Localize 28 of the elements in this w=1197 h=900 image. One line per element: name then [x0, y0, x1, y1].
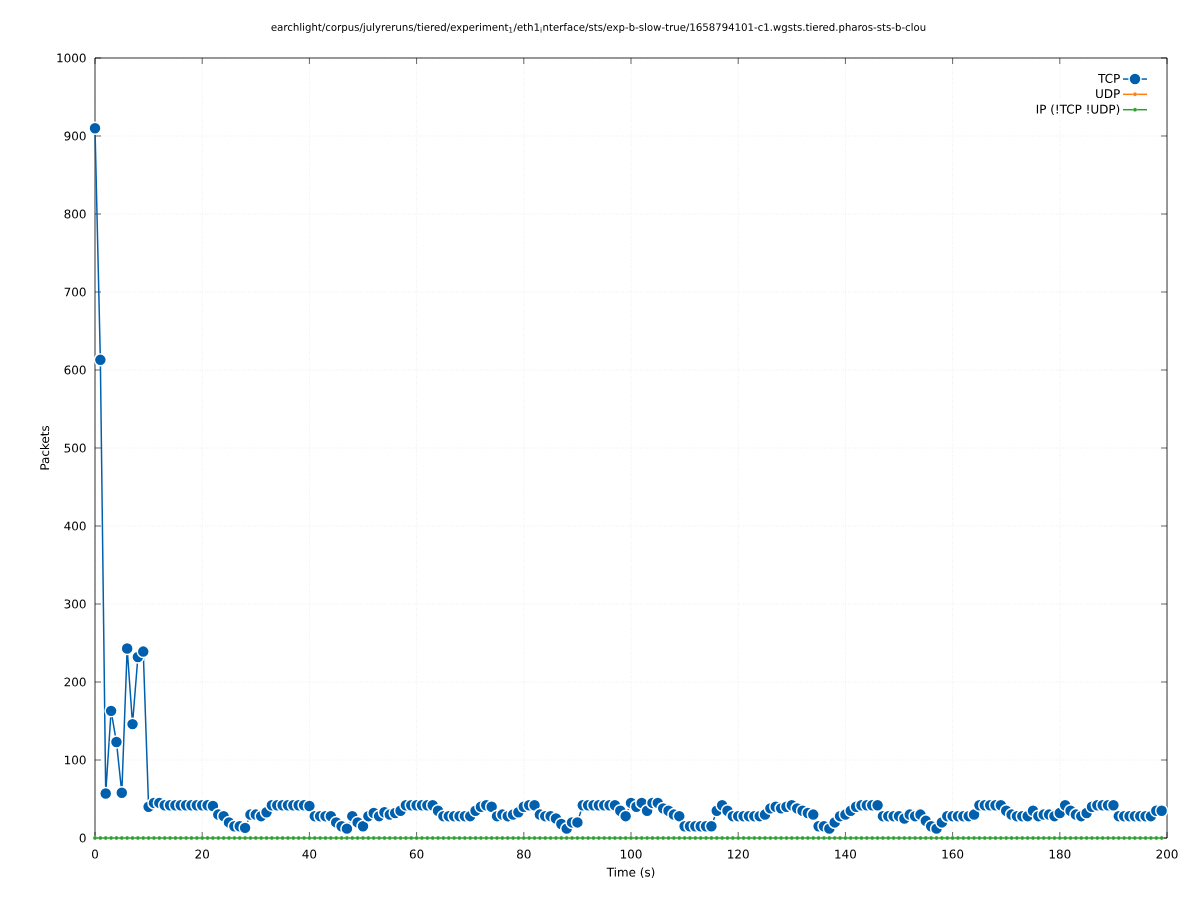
x-tick-label: 20 — [195, 849, 210, 859]
y-axis-title: Packets — [39, 425, 50, 470]
y-tick-label: 500 — [64, 443, 86, 453]
y-tick-label: 0 — [79, 833, 86, 843]
y-tick-label: 300 — [64, 599, 86, 609]
x-tick-label: 100 — [620, 849, 642, 859]
chart-title: earchlight/corpus/julyreruns/tiered/experiment$_{1}$/eth1$_{i}$nterface/sts/exp-b-slow-true/1658794101-c1.wgsts.tiered.pharos-sts-b-clou — [271, 23, 926, 33]
y-tick-label: 100 — [64, 755, 86, 765]
y-tick-label: 200 — [64, 677, 86, 687]
x-axis-title: Time (s) — [606, 867, 655, 879]
x-tick-label: 160 — [942, 849, 964, 859]
y-tick-label: 1000 — [57, 53, 86, 63]
y-tick-label: 800 — [64, 209, 86, 219]
x-tick-label: 80 — [517, 849, 531, 859]
y-tick-label: 600 — [64, 365, 86, 375]
y-tick-label: 700 — [64, 287, 86, 297]
legend-label: IP (!TCP !UDP) — [1036, 104, 1120, 116]
x-tick-label: 40 — [302, 849, 317, 859]
x-tick-label: 200 — [1156, 849, 1178, 859]
y-tick-label: 900 — [64, 131, 86, 141]
y-tick-label: 400 — [64, 521, 86, 531]
legend-label: TCP — [1098, 73, 1120, 83]
x-tick-label: 120 — [728, 849, 749, 859]
legend-label: UDP — [1096, 89, 1120, 99]
x-tick-label: 140 — [835, 849, 857, 859]
x-tick-label: 180 — [1049, 849, 1071, 859]
x-tick-label: 0 — [91, 849, 99, 859]
x-tick-label: 60 — [409, 849, 424, 859]
